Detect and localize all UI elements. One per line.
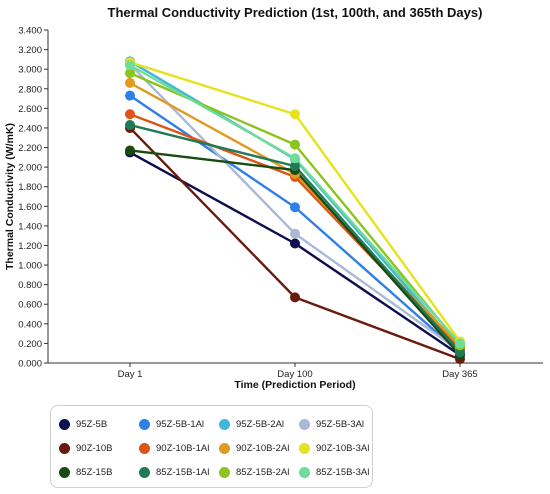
legend-item[interactable]: 90Z-10B-1Al [139, 436, 219, 460]
chart-title: Thermal Conductivity Prediction (1st, 10… [108, 5, 483, 20]
legend-label: 85Z-15B-2Al [236, 466, 290, 478]
y-tick-label: 1.400 [18, 221, 42, 232]
data-point [290, 202, 300, 213]
legend-item[interactable]: 95Z-5B-3Al [299, 412, 379, 436]
legend-item[interactable]: 85Z-15B-1Al [139, 460, 219, 484]
legend-label: 85Z-15B [76, 466, 113, 478]
x-tick-label: Day 100 [277, 369, 312, 380]
legend-swatch [299, 442, 310, 454]
series-line [129, 151, 461, 357]
y-tick-label: 3.200 [18, 45, 42, 56]
y-tick-label: 0.800 [18, 280, 42, 291]
data-point [125, 109, 135, 120]
data-point [290, 139, 300, 150]
legend-item[interactable]: 90Z-10B-3Al [299, 436, 379, 460]
y-tick-label: 1.200 [18, 241, 42, 252]
data-point [455, 347, 465, 358]
legend-swatch [59, 466, 70, 478]
legend-grid: 95Z-5B 95Z-5B-1Al 95Z-5B-2Al 95Z-5B-3Al 90Z-… [59, 412, 379, 484]
legend-label: 95Z-5B-2Al [236, 418, 285, 430]
legend-swatch [139, 466, 150, 478]
legend-item[interactable]: 90Z-10B [59, 436, 139, 460]
data-point [290, 292, 300, 303]
data-point [125, 60, 135, 71]
data-point [290, 153, 300, 164]
legend-label: 95Z-5B-3Al [316, 418, 365, 430]
legend-label: 90Z-10B-2Al [236, 442, 290, 454]
y-tick-label: 3.000 [18, 65, 42, 76]
y-tick-label: 0.400 [18, 319, 42, 330]
data-point [290, 238, 300, 249]
series-points [125, 56, 465, 365]
legend-swatch [219, 466, 230, 478]
legend-swatch [59, 442, 70, 454]
legend-item[interactable]: 85Z-15B [59, 460, 139, 484]
y-tick-label: 3.400 [18, 26, 42, 37]
y-tick-label: 2.600 [18, 104, 42, 115]
legend-item[interactable]: 95Z-5B-1Al [139, 412, 219, 436]
y-tick-label: 1.800 [18, 182, 42, 193]
data-point [125, 120, 135, 131]
legend-label: 85Z-15B-1Al [156, 466, 210, 478]
y-tick-label: 0.200 [18, 339, 42, 350]
legend-label: 90Z-10B [76, 442, 113, 454]
legend-item[interactable]: 95Z-5B [59, 412, 139, 436]
data-point [125, 145, 135, 156]
line-chart: Thermal Conductivity Prediction (1st, 10… [4, 5, 543, 391]
y-tick-label: 2.200 [18, 143, 42, 154]
legend-item[interactable]: 95Z-5B-2Al [219, 412, 299, 436]
legend-label: 90Z-10B-3Al [316, 442, 370, 454]
y-tick-label: 0.600 [18, 300, 42, 311]
data-point [290, 161, 300, 172]
y-tick-label: 2.400 [18, 123, 42, 134]
legend-swatch [139, 442, 150, 454]
legend-swatch [59, 418, 70, 430]
legend-swatch [219, 418, 230, 430]
axes: 0.000 0.200 0.400 0.600 0.800 1.000 1.200 1.400… [18, 26, 543, 380]
legend-label: 95Z-5B-1Al [156, 418, 205, 430]
legend-swatch [299, 418, 310, 430]
data-point [290, 109, 300, 120]
data-point [125, 90, 135, 101]
y-tick-label: 0.000 [18, 359, 42, 370]
legend-item[interactable]: 85Z-15B-2Al [219, 460, 299, 484]
y-axis-label: Thermal Conductivity (W/mK) [4, 123, 16, 270]
legend-item[interactable]: 90Z-10B-2Al [219, 436, 299, 460]
legend-swatch [219, 442, 230, 454]
legend-item[interactable]: 85Z-15B-3Al [299, 460, 379, 484]
legend-swatch [299, 466, 310, 478]
x-axis-label: Time (Prediction Period) [234, 379, 355, 391]
x-tick-label: Day 1 [118, 369, 143, 380]
y-tick-label: 1.600 [18, 202, 42, 213]
y-tick-label: 2.000 [18, 163, 42, 174]
legend: 95Z-5B 95Z-5B-1Al 95Z-5B-2Al 95Z-5B-3Al 90Z-… [50, 405, 373, 488]
y-tick-label: 2.800 [18, 84, 42, 95]
data-point [290, 228, 300, 239]
x-tick-label: Day 365 [442, 369, 477, 380]
legend-label: 90Z-10B-1Al [156, 442, 210, 454]
legend-swatch [139, 418, 150, 430]
legend-label: 85Z-15B-3Al [316, 466, 370, 478]
series-line [129, 81, 461, 348]
data-point [125, 77, 135, 88]
data-point [125, 68, 135, 79]
y-tick-label: 1.000 [18, 261, 42, 272]
legend-label: 95Z-5B [76, 418, 108, 430]
data-point [455, 338, 465, 349]
